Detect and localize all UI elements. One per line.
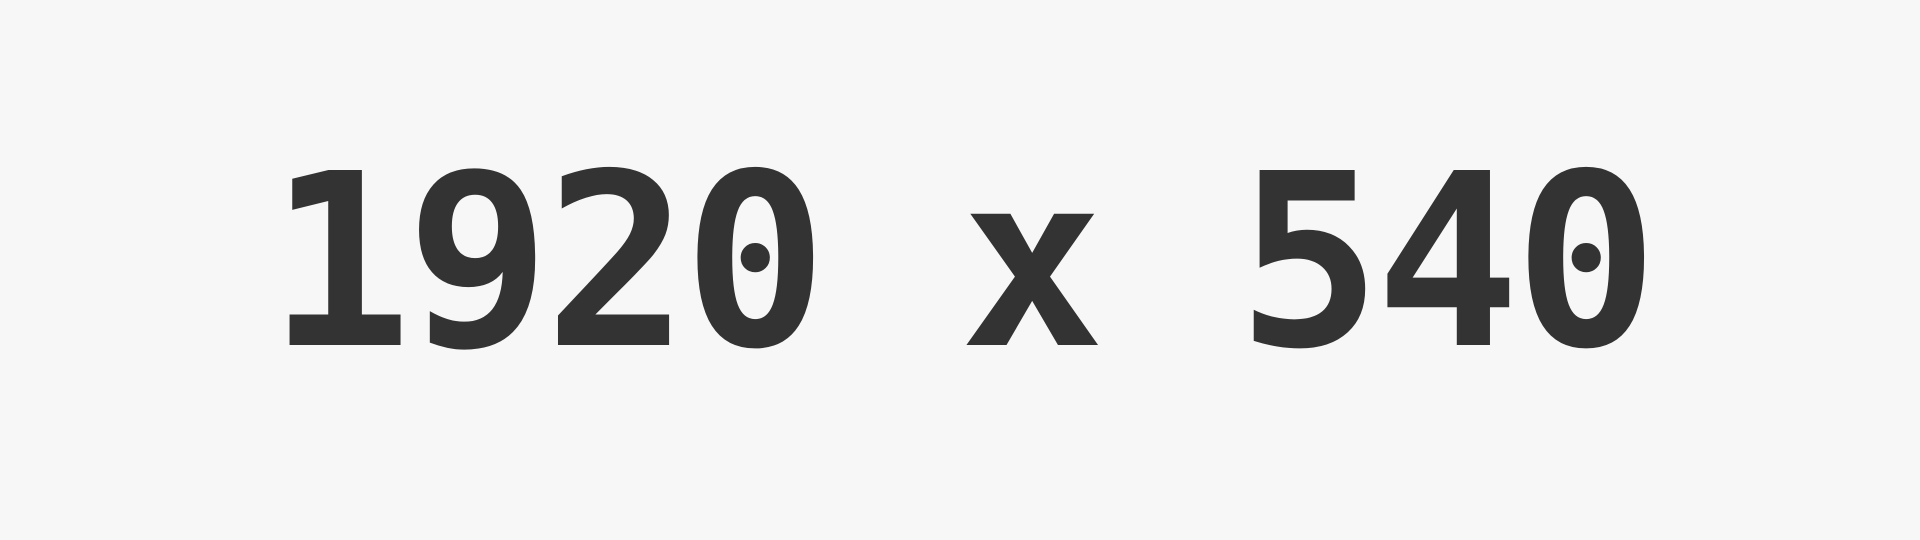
- dimension-label: 1920 x 540: [267, 122, 1659, 402]
